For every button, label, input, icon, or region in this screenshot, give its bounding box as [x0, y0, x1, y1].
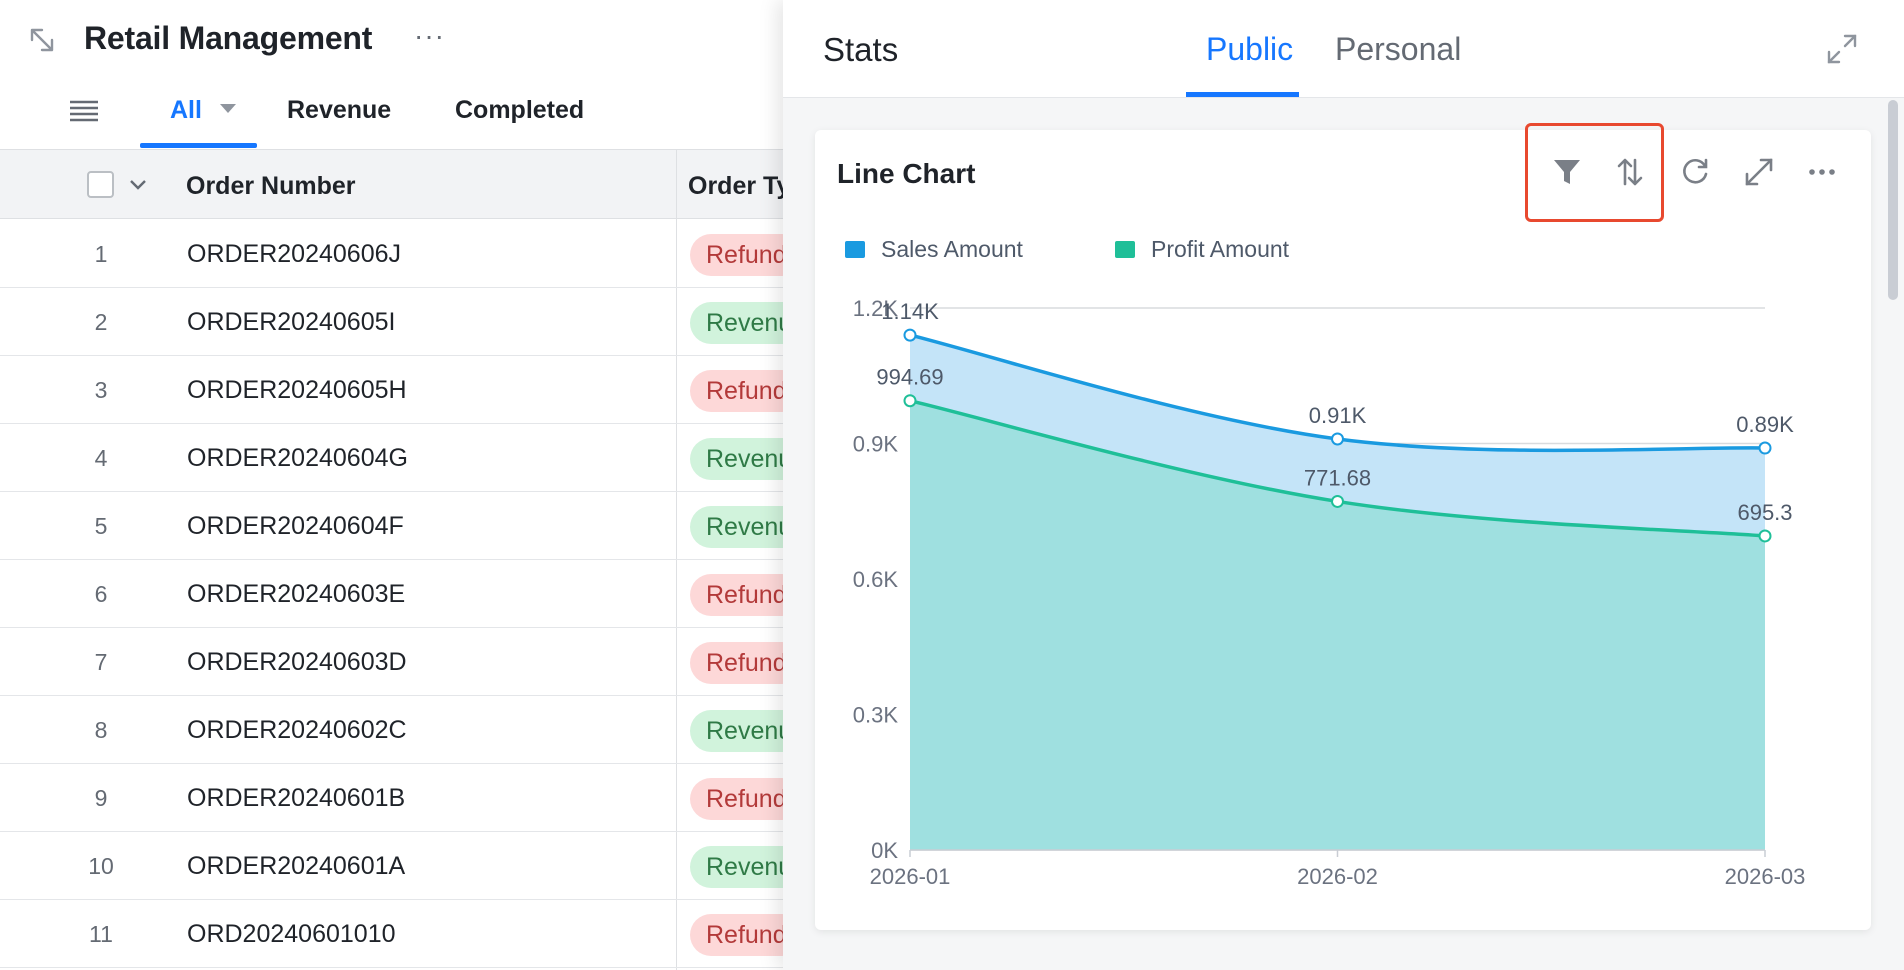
tab-personal[interactable]: Personal	[1335, 31, 1462, 67]
table-row[interactable]: 11 ORD20240601010 Refund	[0, 900, 803, 968]
x-tick-label: 2026-01	[870, 864, 951, 889]
column-header-order-number[interactable]: Order Number	[186, 172, 356, 200]
view-tabs	[0, 80, 783, 148]
stats-header: Stats Public Personal	[783, 0, 1904, 98]
stats-title: Stats	[823, 31, 899, 68]
tab-completed[interactable]: Completed	[455, 96, 585, 124]
row-number: 1	[94, 241, 108, 267]
scrollbar[interactable]	[1888, 100, 1898, 300]
data-point-profit[interactable]	[1758, 529, 1772, 543]
x-tick-label: 2026-02	[1297, 864, 1378, 889]
more-icon[interactable]	[1800, 150, 1844, 194]
expand-icon[interactable]	[1825, 32, 1859, 66]
table-row[interactable]: 5 ORDER20240604F Revenu	[0, 492, 809, 560]
app-title: Retail Management	[84, 20, 373, 56]
data-point-profit[interactable]	[903, 394, 917, 408]
table-row[interactable]: 9 ORDER20240601B Refund	[0, 764, 803, 832]
legend-swatch-sales	[845, 241, 865, 258]
table-row[interactable]: 1 ORDER20240606J Refund	[0, 220, 803, 288]
data-point-sales[interactable]	[1758, 441, 1772, 455]
order-number-cell[interactable]: ORDER20240601A	[187, 852, 406, 880]
data-point-profit[interactable]	[1331, 494, 1344, 508]
order-number-cell[interactable]: ORDER20240604F	[187, 512, 404, 540]
select-all-checkbox[interactable]	[87, 171, 114, 198]
table-row[interactable]: 8 ORDER20240602C Revenu	[0, 696, 809, 764]
y-tick-label: 0.6K	[853, 567, 899, 592]
table-row[interactable]: 3 ORDER20240605H Refund	[0, 356, 803, 424]
top-bar: Retail Management ···	[0, 0, 783, 80]
order-number-cell[interactable]: ORDER20240603E	[187, 580, 406, 608]
refresh-icon[interactable]	[1673, 150, 1717, 194]
row-number: 3	[94, 377, 108, 403]
row-number: 11	[89, 921, 113, 947]
y-tick-label: 0K	[871, 838, 898, 863]
legend-item-sales[interactable]: Sales Amount	[845, 236, 1023, 263]
order-number-cell[interactable]: ORDER20240605I	[187, 308, 396, 336]
tab-public-underline	[1186, 92, 1299, 97]
chevron-down-icon[interactable]	[128, 174, 148, 194]
order-number-cell[interactable]: ORDER20240601B	[187, 784, 406, 812]
y-tick-label: 0.9K	[853, 432, 899, 457]
row-number: 8	[94, 717, 108, 743]
fullscreen-icon[interactable]	[1737, 150, 1781, 194]
y-tick-label: 1.2K	[853, 296, 899, 321]
row-number: 10	[88, 853, 114, 879]
chart-card: Line Chart Sales Amount Profit Amount	[815, 123, 1871, 930]
tab-all[interactable]: All	[170, 96, 202, 124]
order-number-cell[interactable]: ORDER20240603D	[187, 648, 407, 676]
order-number-cell[interactable]: ORDER20240604G	[187, 444, 408, 472]
data-point-sales[interactable]	[1331, 432, 1344, 446]
data-label-sales: 0.89K	[1736, 412, 1794, 437]
y-tick-label: 0.3K	[853, 703, 899, 728]
legend-label-profit: Profit Amount	[1151, 236, 1290, 262]
table-view: Retail Management ··· All Revenue Comple…	[0, 0, 809, 970]
filter-icon[interactable]	[1545, 150, 1589, 194]
table-row[interactable]: 6 ORDER20240603E Refund	[0, 560, 803, 628]
stats-panel: Stats Public Personal Line Chart Sa	[783, 0, 1904, 970]
tab-all-underline	[140, 143, 257, 148]
tab-public[interactable]: Public	[1206, 31, 1294, 67]
table-header	[0, 149, 783, 219]
order-number-cell[interactable]: ORDER20240606J	[187, 240, 402, 268]
legend-swatch-profit	[1115, 241, 1135, 258]
order-number-cell[interactable]: ORDER20240605H	[187, 376, 407, 404]
chevron-down-icon[interactable]	[220, 104, 236, 113]
more-icon[interactable]: ···	[414, 20, 445, 51]
row-number: 5	[94, 513, 108, 539]
sort-icon[interactable]	[1608, 150, 1652, 194]
series-area-profit	[910, 400, 1765, 850]
line-chart: 0K 0.3K 0.6K 0.9K 1.2K 2026-01 2026-02 2026-03 1…	[853, 296, 1806, 889]
row-number: 7	[94, 649, 108, 675]
legend-item-profit[interactable]: Profit Amount	[1115, 236, 1289, 263]
row-number: 2	[94, 309, 108, 335]
legend-label-sales: Sales Amount	[881, 236, 1023, 262]
data-point-sales[interactable]	[903, 328, 917, 342]
table-row[interactable]: 2 ORDER20240605I Revenu	[0, 288, 809, 356]
collapse-icon[interactable]	[26, 24, 58, 56]
data-label-profit: 994.69	[876, 365, 943, 390]
tab-revenue[interactable]: Revenue	[287, 96, 392, 124]
row-number: 6	[94, 581, 108, 607]
row-number: 4	[94, 445, 108, 471]
row-number: 9	[94, 785, 108, 811]
table-row[interactable]: 7 ORDER20240603D Refund	[0, 628, 803, 696]
order-number-cell[interactable]: ORD20240601010	[187, 920, 396, 948]
data-label-sales: 0.91K	[1309, 403, 1367, 428]
column-header-order-type[interactable]: Order Ty	[688, 172, 791, 200]
order-number-cell[interactable]: ORDER20240602C	[187, 716, 407, 744]
list-icon[interactable]	[70, 99, 98, 123]
table-row[interactable]: 10 ORDER20240601A Revenu	[0, 832, 809, 900]
chart-title: Line Chart	[837, 158, 976, 189]
data-label-profit: 771.68	[1304, 465, 1371, 490]
x-tick-label: 2026-03	[1725, 864, 1806, 889]
data-label-profit: 695.3	[1737, 500, 1792, 525]
data-label-sales: 1.14K	[881, 299, 939, 324]
table-row[interactable]: 4 ORDER20240604G Revenu	[0, 424, 809, 492]
